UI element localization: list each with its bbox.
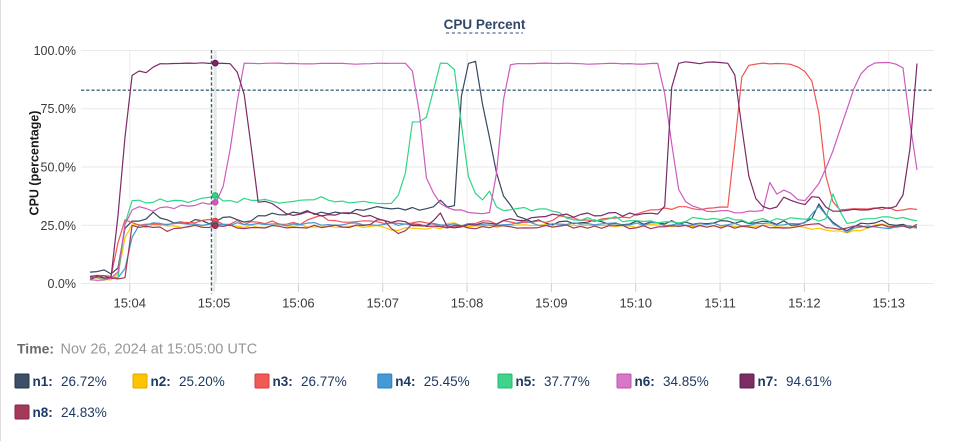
svg-text:15:10: 15:10 xyxy=(619,296,652,311)
svg-text:25.45%: 25.45% xyxy=(424,374,470,389)
svg-text:0.0%: 0.0% xyxy=(48,277,77,291)
svg-text:Time:: Time: xyxy=(17,341,54,357)
svg-text:15:06: 15:06 xyxy=(282,296,315,311)
svg-text:n7:: n7: xyxy=(758,374,778,389)
svg-text:n1:: n1: xyxy=(33,374,53,389)
svg-text:n5:: n5: xyxy=(516,374,536,389)
svg-text:50.0%: 50.0% xyxy=(41,161,76,175)
svg-text:15:04: 15:04 xyxy=(113,296,146,311)
svg-text:15:07: 15:07 xyxy=(366,296,399,311)
svg-text:15:05: 15:05 xyxy=(198,296,231,311)
svg-text:15:08: 15:08 xyxy=(451,296,484,311)
svg-text:15:09: 15:09 xyxy=(535,296,568,311)
svg-text:25.0%: 25.0% xyxy=(41,219,76,233)
svg-text:75.0%: 75.0% xyxy=(41,102,76,116)
svg-text:94.61%: 94.61% xyxy=(786,374,832,389)
svg-text:15:11: 15:11 xyxy=(704,296,736,311)
svg-text:34.85%: 34.85% xyxy=(663,374,709,389)
svg-text:CPU (percentage): CPU (percentage) xyxy=(28,111,42,216)
svg-text:n3:: n3: xyxy=(273,374,293,389)
svg-text:n6:: n6: xyxy=(635,374,655,389)
svg-text:n2:: n2: xyxy=(151,374,171,389)
svg-text:37.77%: 37.77% xyxy=(544,374,590,389)
svg-text:15:13: 15:13 xyxy=(872,296,905,311)
svg-text:100.0%: 100.0% xyxy=(34,44,76,58)
svg-text:26.77%: 26.77% xyxy=(301,374,347,389)
svg-text:24.83%: 24.83% xyxy=(61,405,107,420)
svg-text:n8:: n8: xyxy=(33,405,53,420)
svg-text:n4:: n4: xyxy=(395,374,415,389)
svg-text:25.20%: 25.20% xyxy=(179,374,225,389)
svg-text:Nov 26, 2024 at 15:05:00 UTC: Nov 26, 2024 at 15:05:00 UTC xyxy=(61,342,258,358)
svg-text:CPU Percent: CPU Percent xyxy=(444,17,526,32)
svg-text:15:12: 15:12 xyxy=(788,296,821,311)
svg-text:26.72%: 26.72% xyxy=(61,374,107,389)
